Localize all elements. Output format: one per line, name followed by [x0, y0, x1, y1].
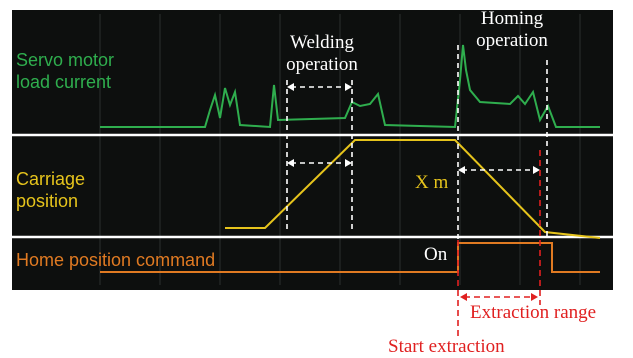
label-line: Home position command: [16, 250, 215, 270]
on-label: On: [424, 244, 448, 265]
label-line: Carriage: [16, 169, 85, 189]
label-line: operation: [286, 54, 358, 75]
start-extraction-label: Start extraction: [388, 336, 505, 357]
label-line: load current: [16, 72, 111, 92]
label-line: Homing: [481, 8, 544, 29]
label-line: position: [16, 191, 78, 211]
extraction-range-label: Extraction range: [470, 302, 596, 323]
figure: Servo motorload current Carriageposition…: [0, 0, 633, 358]
label-line: Servo motor: [16, 50, 114, 70]
label-line: operation: [476, 30, 548, 51]
signal-label: Home position command: [16, 250, 215, 270]
label-line: Welding: [290, 32, 354, 53]
distance-label: X m: [415, 172, 448, 193]
